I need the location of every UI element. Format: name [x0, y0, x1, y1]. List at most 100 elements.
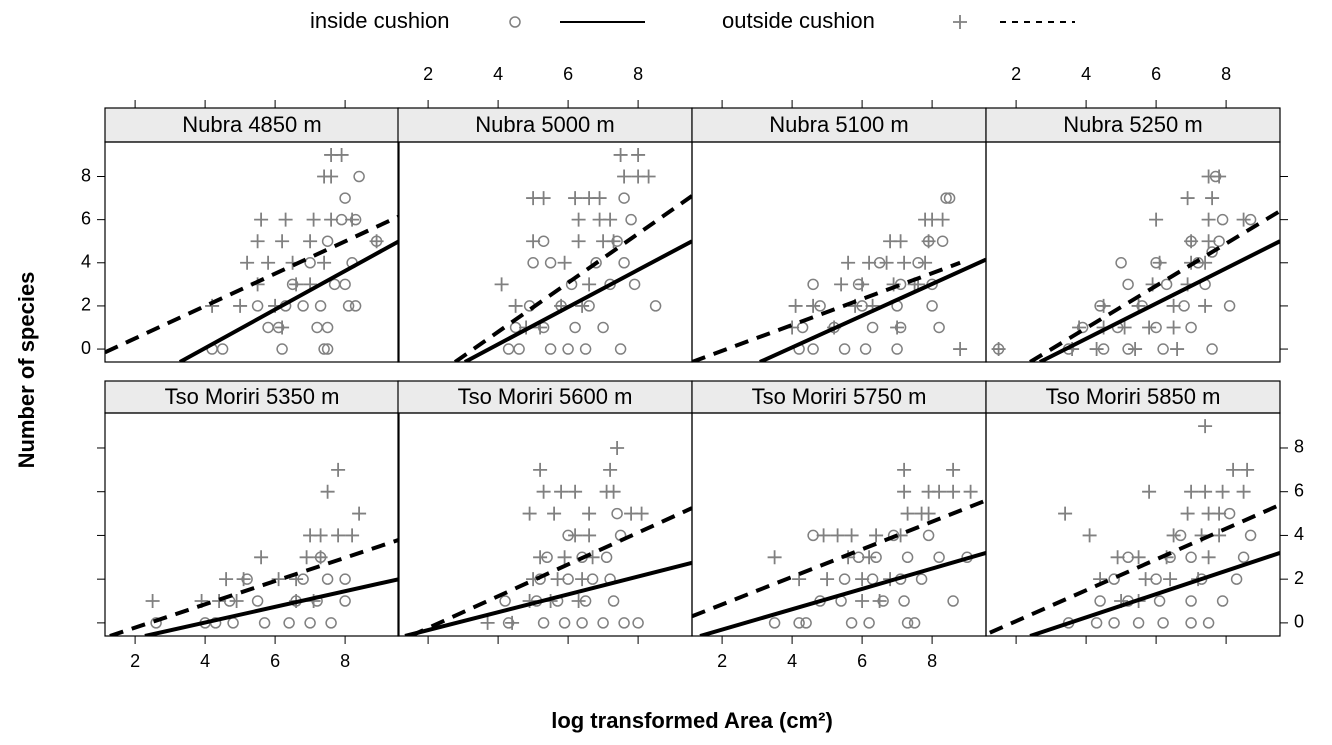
point	[216, 343, 229, 355]
point	[505, 615, 520, 630]
point	[145, 594, 160, 609]
point	[353, 170, 365, 183]
point	[866, 321, 879, 334]
x-tick-label: 8	[340, 651, 350, 671]
point	[1212, 169, 1227, 184]
panel-content	[692, 192, 986, 362]
point	[1198, 255, 1213, 270]
point	[1236, 484, 1251, 499]
point	[1236, 212, 1251, 227]
point	[557, 255, 572, 270]
point	[901, 551, 914, 564]
fit-line	[105, 214, 399, 355]
point	[331, 528, 346, 543]
point	[544, 257, 557, 269]
panel-content	[989, 419, 1280, 636]
point	[792, 572, 807, 587]
point	[254, 212, 269, 227]
point	[254, 550, 269, 565]
strip	[104, 380, 400, 414]
point	[953, 342, 968, 357]
point	[342, 300, 355, 312]
point	[611, 507, 623, 520]
point	[579, 343, 592, 355]
panel	[985, 412, 1281, 637]
point	[1184, 234, 1199, 249]
point	[324, 212, 339, 227]
point	[855, 277, 870, 292]
y-axis-title: Number of species	[14, 272, 39, 469]
panel	[397, 412, 693, 637]
point	[1212, 528, 1227, 543]
point	[271, 572, 286, 587]
y-tick-label: 6	[81, 208, 91, 228]
point	[897, 484, 912, 499]
point	[513, 343, 525, 355]
panel-title: Nubra 5000 m	[475, 112, 614, 137]
fit-line	[1029, 209, 1280, 362]
point	[897, 255, 912, 270]
point	[946, 484, 961, 499]
point	[1206, 343, 1218, 355]
strip	[397, 380, 693, 414]
point	[331, 462, 346, 477]
point	[1132, 617, 1145, 629]
point	[1089, 342, 1104, 357]
panel-content	[109, 462, 399, 636]
point	[936, 235, 949, 247]
point	[304, 257, 316, 269]
point	[522, 506, 537, 521]
point	[603, 462, 618, 477]
y-tick-label: 4	[81, 252, 91, 272]
point	[339, 192, 351, 204]
panel	[985, 141, 1281, 363]
point	[901, 617, 914, 629]
point	[1198, 419, 1213, 434]
point	[550, 572, 565, 587]
legend-marker	[953, 15, 967, 29]
point	[963, 484, 978, 499]
point	[922, 529, 935, 542]
point	[345, 528, 360, 543]
point	[1244, 529, 1257, 542]
point	[1122, 278, 1134, 291]
point	[229, 594, 244, 609]
point	[150, 617, 162, 629]
point	[830, 528, 845, 543]
point	[926, 300, 938, 312]
point	[879, 255, 894, 270]
panel-title: Nubra 5250 m	[1063, 112, 1202, 137]
y-tick-label: 4	[1294, 524, 1304, 544]
point	[1082, 528, 1097, 543]
point	[1108, 573, 1120, 585]
point	[289, 277, 304, 292]
panel	[104, 412, 400, 637]
point	[767, 550, 782, 565]
strip	[104, 107, 400, 143]
point	[1163, 572, 1178, 587]
point	[321, 573, 334, 585]
point	[1215, 484, 1230, 499]
point	[940, 192, 952, 204]
point	[898, 595, 910, 607]
point	[582, 506, 597, 521]
point	[606, 234, 621, 249]
point	[1166, 528, 1181, 543]
point	[582, 277, 597, 292]
point	[311, 321, 323, 334]
fit-line	[759, 257, 986, 362]
y-tick-label: 0	[1294, 612, 1304, 632]
point	[793, 617, 805, 629]
panel-content	[105, 147, 399, 362]
point	[502, 343, 515, 355]
point	[568, 191, 583, 206]
fit-line	[453, 194, 692, 362]
x-tick-label: 6	[1151, 64, 1161, 84]
point	[1166, 298, 1181, 313]
x-tick-label: 8	[633, 64, 643, 84]
point	[571, 234, 586, 249]
point	[634, 506, 649, 521]
point	[632, 617, 644, 629]
point	[314, 300, 327, 312]
point	[499, 595, 511, 607]
